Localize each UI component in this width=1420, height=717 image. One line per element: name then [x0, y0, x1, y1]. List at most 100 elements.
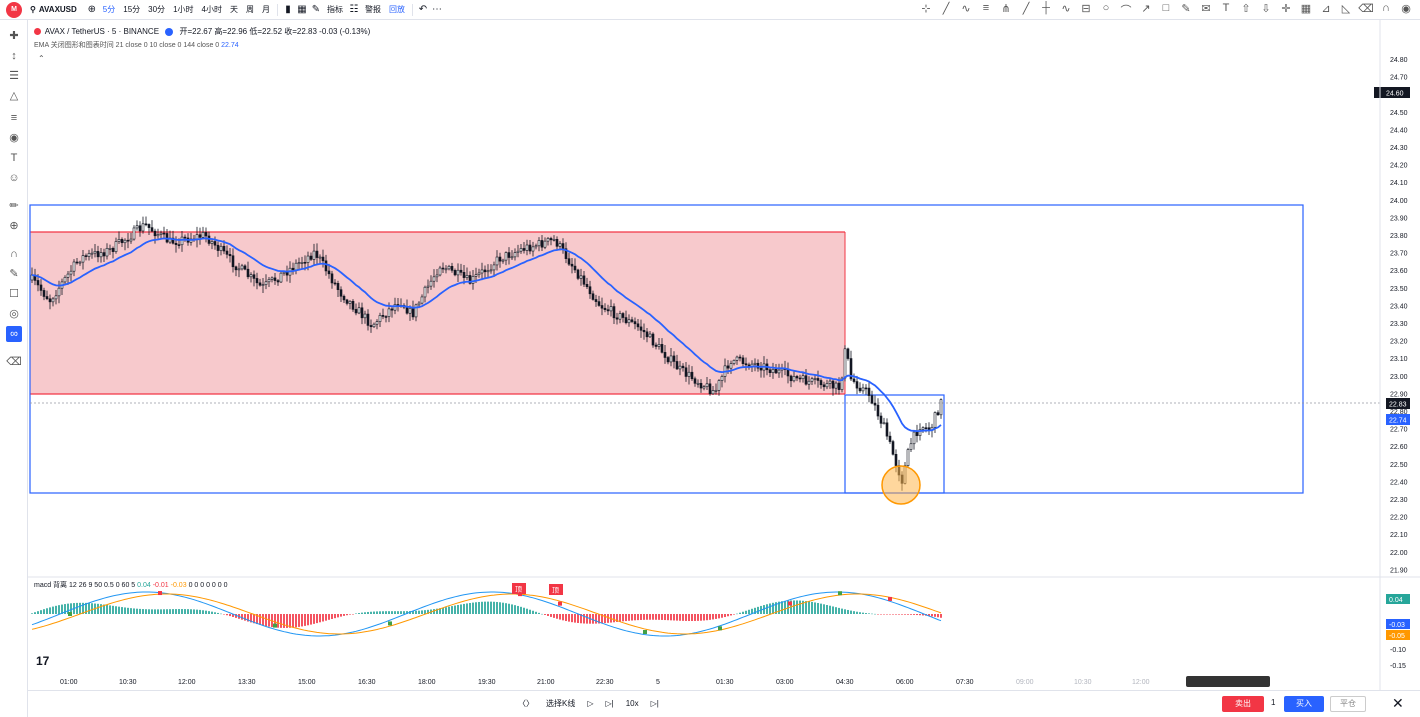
magnet-icon[interactable]: ∩ [1382, 2, 1390, 14]
text-icon[interactable]: T [1222, 2, 1230, 14]
macd-bar [301, 614, 303, 627]
macd-bar [514, 605, 516, 614]
ray-icon[interactable]: ╱ [1022, 3, 1030, 15]
step-forward-icon[interactable]: ▷| [605, 699, 614, 708]
speed-selector[interactable]: 10x [625, 699, 639, 708]
alert-button[interactable]: 警报 [364, 5, 381, 14]
channel-icon[interactable]: ∿ [961, 3, 971, 15]
horizontal-lines-icon[interactable]: ☰ [9, 70, 19, 82]
flatten-button[interactable]: 平仓 [1330, 696, 1366, 712]
chart-style-icon[interactable]: ▦ [297, 4, 307, 15]
eye-icon[interactable]: ◎ [9, 308, 19, 320]
target-icon[interactable]: ◉ [9, 132, 19, 144]
table-icon[interactable]: ⊟ [1081, 3, 1091, 15]
interval-1[interactable]: 15分 [123, 5, 141, 14]
select-bar-icon[interactable]: 〈〉 [518, 699, 534, 708]
trend-line-icon[interactable]: ↕ [11, 50, 17, 62]
candle-body [891, 441, 895, 455]
play-icon[interactable]: ▷ [587, 699, 594, 708]
candle-body [426, 285, 430, 288]
candle-body [621, 313, 625, 318]
macd-bar [136, 608, 138, 614]
magnet-icon[interactable]: ∩ [10, 248, 18, 260]
user-avatar[interactable]: M [6, 1, 22, 18]
candle-body [174, 242, 178, 245]
brush-icon[interactable]: ✎ [1181, 3, 1191, 15]
sell-button[interactable]: 卖出 [1222, 696, 1264, 712]
macd-bar [712, 614, 714, 620]
interval-0[interactable]: 5分 [102, 5, 116, 14]
time-axis[interactable]: 01:00 10:30 12:00 13:30 15:00 16:30 18:00 19:30… [60, 679, 1210, 686]
rect-icon[interactable]: □ [1162, 2, 1170, 14]
candle-body [159, 232, 163, 235]
ema-line[interactable] [31, 237, 942, 433]
add-compare-icon[interactable]: ⊕ [87, 4, 96, 15]
price-tick-label: 23.60 [1390, 268, 1408, 275]
note-icon[interactable]: ✉ [1201, 3, 1211, 15]
pencil-lock-icon[interactable]: ✎ [9, 268, 19, 280]
ruler-icon[interactable]: ◺ [1341, 3, 1351, 15]
up-icon[interactable]: ⇧ [1241, 3, 1251, 15]
circle-icon[interactable]: ○ [1102, 2, 1110, 14]
trash-icon[interactable]: ⌫ [6, 356, 22, 368]
interval-6[interactable]: 周 [245, 5, 254, 14]
measure-icon[interactable]: ⊿ [1321, 3, 1331, 15]
select-bar-button[interactable]: 选择K线 [546, 699, 576, 708]
curve-icon[interactable]: ⌒ [1120, 5, 1132, 17]
undo-icon[interactable]: ↶ [418, 4, 428, 15]
eraser-icon[interactable]: ⌫ [1358, 3, 1374, 15]
compare-icon[interactable]: ✎ [311, 4, 321, 15]
interval-2[interactable]: 30分 [148, 5, 166, 14]
indicators-button[interactable]: 指标 [326, 5, 343, 14]
down-icon[interactable]: ⇩ [1261, 3, 1271, 15]
symbol-search[interactable]: ⚲ AVAXUSD [30, 5, 77, 14]
collapse-legend-icon[interactable]: ⌃ [38, 54, 45, 63]
grid-icon[interactable]: ▦ [1300, 3, 1312, 15]
macd-bar [688, 614, 690, 621]
pitchfork-icon[interactable]: ⋔ [1001, 3, 1011, 15]
time-tick-label: 15:00 [298, 679, 316, 686]
interval-7[interactable]: 月 [261, 5, 270, 14]
text-icon[interactable]: T [10, 152, 18, 164]
ruler-icon[interactable]: ✏ [9, 200, 19, 212]
line-icon[interactable]: ╱ [942, 3, 950, 15]
link-icon[interactable]: ∞ [6, 326, 22, 342]
highlight-circle[interactable] [881, 465, 921, 505]
more-icon[interactable]: ⋯ [431, 4, 442, 15]
cross-icon[interactable]: ┼ [1042, 2, 1050, 14]
path-icon[interactable]: ∿ [1061, 3, 1071, 15]
candle-type-icon[interactable]: ▮ [285, 4, 291, 15]
fib-icon[interactable]: ≡ [982, 2, 990, 14]
lock-icon[interactable]: ☐ [9, 288, 19, 300]
macd-cross-dots [68, 591, 892, 635]
zoom-icon[interactable]: ⊕ [9, 220, 19, 232]
close-icon[interactable]: ✕ [1392, 695, 1404, 711]
interval-5[interactable]: 天 [229, 5, 238, 14]
fib-icon[interactable]: ≡ [10, 112, 18, 124]
interval-3[interactable]: 1小时 [173, 5, 194, 14]
candle-body [135, 225, 139, 229]
ema-legend[interactable]: EMA 关闭图形和图表时间 21 close 0 10 close 0 144 … [34, 40, 239, 50]
macd-legend[interactable]: macd 背离 12 26 9 50 0.5 0 60 5 0.04 -0.01… [34, 580, 227, 590]
crosshair-icon[interactable]: ✛ [1281, 3, 1291, 15]
interval-4[interactable]: 4小时 [201, 5, 222, 14]
replay-button[interactable]: 回放 [388, 5, 405, 14]
jump-end-icon[interactable]: ▷| [650, 699, 659, 708]
range-box[interactable] [29, 204, 1304, 494]
camera-icon[interactable]: ◉ [1401, 3, 1411, 15]
supply-zone[interactable] [30, 232, 845, 394]
cursor-icon[interactable]: ⊹ [921, 3, 931, 15]
macd-cross-dot [643, 630, 647, 635]
tradingview-logo[interactable]: 17 [36, 654, 50, 668]
emoji-icon[interactable]: ☺ [8, 172, 20, 184]
layout-icon[interactable]: ☷ [349, 4, 359, 15]
buy-button[interactable]: 买入 [1284, 696, 1324, 712]
price-axis[interactable]: 24.8024.7024.6024.5024.4024.3024.2024.10… [1390, 57, 1408, 574]
quantity-value[interactable]: 1 [1271, 698, 1276, 707]
macd-bar [928, 614, 930, 617]
crosshair-icon[interactable]: ✚ [9, 30, 19, 42]
arrow-icon[interactable]: ↗ [1141, 3, 1151, 15]
pattern-icon[interactable]: △ [9, 90, 19, 102]
candle-body [717, 380, 721, 391]
